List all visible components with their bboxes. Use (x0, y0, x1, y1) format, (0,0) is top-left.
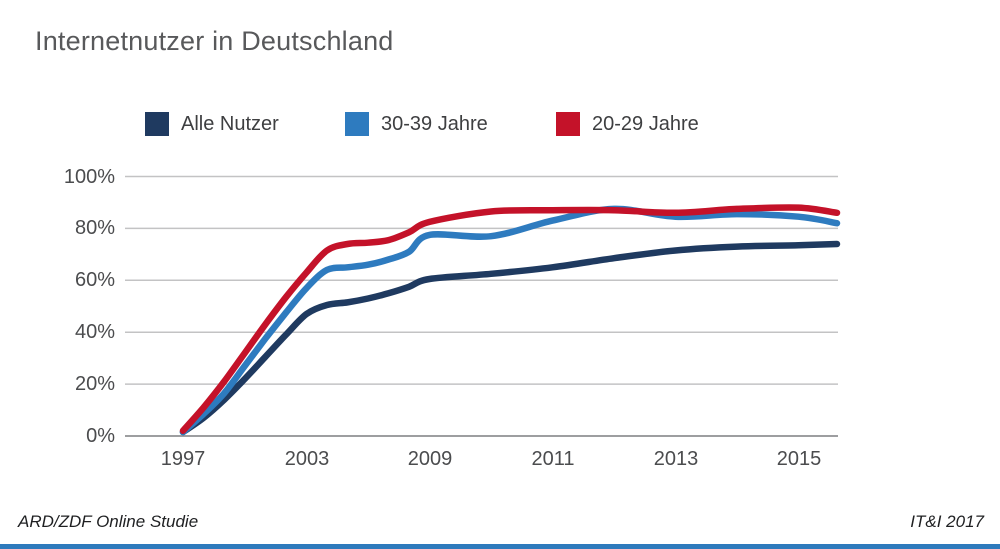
legend-swatch-icon (556, 112, 580, 136)
y-tick-label: 0% (86, 425, 115, 447)
y-tick-label: 80% (74, 217, 115, 239)
chart-legend: Alle Nutzer 30-39 Jahre 20-29 Jahre (0, 112, 1000, 140)
legend-item-1: 30-39 Jahre (345, 112, 488, 136)
legend-item-0: Alle Nutzer (145, 112, 279, 136)
legend-label: 20-29 Jahre (592, 112, 699, 135)
legend-swatch-icon (145, 112, 169, 136)
y-tick-label: 40% (74, 321, 115, 343)
chart-title: Internetnutzer in Deutschland (35, 26, 394, 56)
bottom-accent-bar (0, 544, 1000, 549)
legend-label: 30-39 Jahre (381, 112, 488, 135)
x-tick-label: 2003 (284, 448, 330, 470)
x-tick-label: 1997 (160, 448, 206, 470)
series-line-1 (179, 205, 841, 436)
legend-label: Alle Nutzer (181, 112, 279, 135)
series-line-0 (179, 240, 841, 436)
publication-note: IT&I 2017 (910, 512, 984, 531)
x-tick-label: 2015 (776, 448, 822, 470)
y-tick-label: 20% (74, 373, 115, 395)
x-tick-label: 2011 (531, 448, 575, 470)
x-tick-label: 2013 (653, 448, 699, 470)
source-note: ARD/ZDF Online Studie (18, 512, 199, 531)
y-tick-label: 100% (63, 166, 115, 188)
legend-swatch-icon (345, 112, 369, 136)
x-tick-label: 2009 (407, 448, 453, 470)
legend-item-2: 20-29 Jahre (556, 112, 699, 136)
series-line-2 (179, 204, 841, 435)
y-tick-label: 60% (74, 269, 115, 291)
